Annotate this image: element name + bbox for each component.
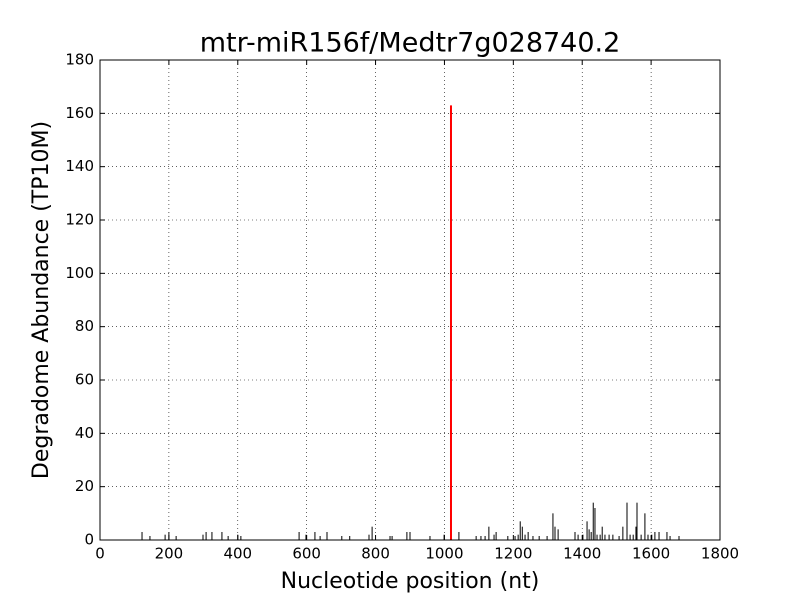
plot-frame xyxy=(99,59,721,541)
x-tick-label: 1800 xyxy=(701,545,739,563)
x-tick-label: 400 xyxy=(223,545,252,563)
y-tick-label: 100 xyxy=(65,264,94,282)
y-tick-label: 60 xyxy=(75,371,94,389)
x-tick-label: 1600 xyxy=(632,545,670,563)
y-tick-label: 80 xyxy=(75,317,94,335)
y-tick-label: 120 xyxy=(65,211,94,229)
x-tick-label: 1000 xyxy=(425,545,463,563)
y-tick-label: 140 xyxy=(65,157,94,175)
y-axis-label: Degradome Abundance (TP10M) xyxy=(29,121,54,479)
y-tick-label: 160 xyxy=(65,104,94,122)
x-tick-label: 1400 xyxy=(563,545,601,563)
x-tick-label: 600 xyxy=(292,545,321,563)
y-tick-label: 20 xyxy=(75,477,94,495)
x-tick-label: 800 xyxy=(361,545,390,563)
y-tick-label: 0 xyxy=(84,531,94,549)
y-tick-label: 40 xyxy=(75,424,94,442)
x-tick-label: 0 xyxy=(95,545,105,563)
y-tick-label: 180 xyxy=(65,51,94,69)
x-tick-label: 200 xyxy=(155,545,184,563)
x-tick-label: 1200 xyxy=(494,545,532,563)
x-axis-label: Nucleotide position (nt) xyxy=(281,569,540,594)
chart-title: mtr-miR156f/Medtr7g028740.2 xyxy=(200,28,621,59)
